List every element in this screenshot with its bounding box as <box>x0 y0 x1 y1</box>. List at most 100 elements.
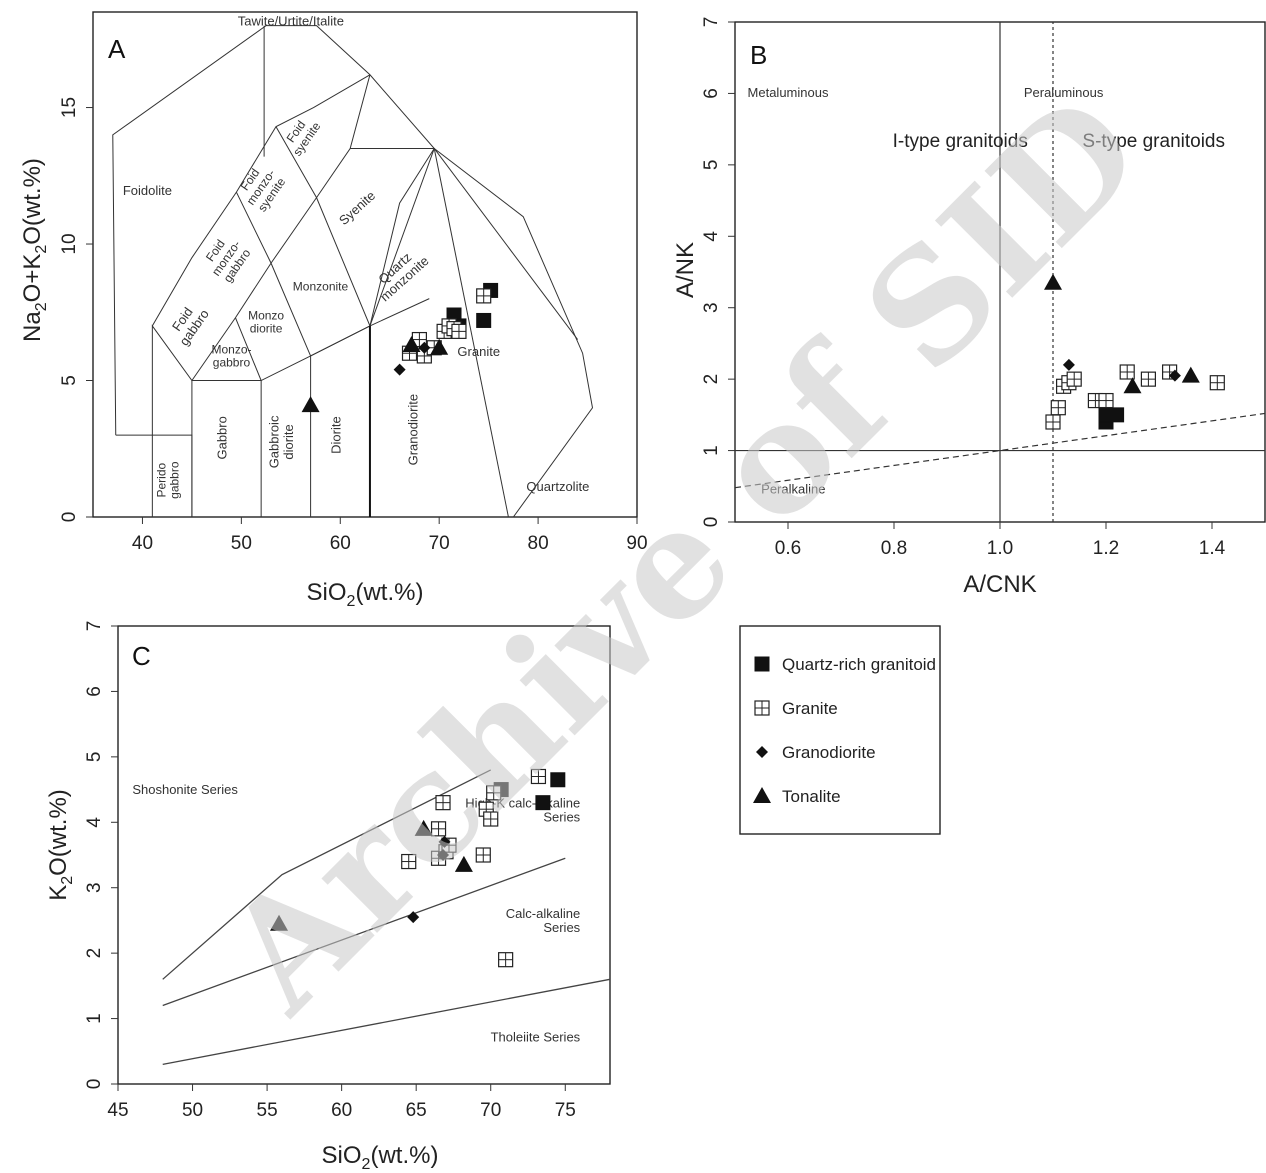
field-peridotgabbro-label: Peridogabbro <box>155 461 182 499</box>
x-tick-label-2: 55 <box>257 1100 278 1121</box>
y-tick-label-5: 5 <box>84 752 105 763</box>
granite-point-10 <box>530 768 547 785</box>
label-line: gabbro <box>168 461 182 499</box>
panel-b-letter: B <box>750 40 767 70</box>
x-tick-label-4: 65 <box>406 1100 427 1121</box>
y-tick-label-2: 2 <box>84 948 105 959</box>
granite-point-8 <box>483 811 499 827</box>
panel-a-field-labels: Tawite/Urtite/Italite Foidolite Foidsyen… <box>123 14 589 499</box>
peralkaline-label: Peralkaline <box>761 481 825 496</box>
series-boundary-1 <box>162 857 566 1007</box>
panel-b-x-axis-label: A/CNK <box>963 571 1036 598</box>
tas-boundary-6 <box>235 191 312 517</box>
tonalite-point-0 <box>301 396 320 413</box>
legend-marker-granite <box>754 700 770 716</box>
panel-c-frame <box>117 625 611 1085</box>
field-granite-label: Granite <box>457 344 500 359</box>
panel-b-boundaries <box>734 22 1266 522</box>
tonalite-point-2 <box>454 855 473 872</box>
tas-boundary-5 <box>234 317 262 517</box>
series-boundary-0 <box>162 769 492 980</box>
tonalite-point-2 <box>430 338 449 355</box>
granodiorite-point-0 <box>393 363 406 376</box>
granite-point-9 <box>486 785 502 801</box>
y-tick-label-0: 0 <box>84 1079 105 1090</box>
x-tick-label-3: 70 <box>429 533 450 554</box>
tonalite-point-0 <box>270 914 289 931</box>
panel-a-tas-diagram: A 40 50 60 70 80 90 0 5 10 15 Tawite/Urtite/Itali… <box>19 11 648 610</box>
panel-a-ticks: 40 50 60 70 80 90 0 5 10 15 <box>59 97 648 554</box>
field-diorite-label: Diorite <box>328 416 343 454</box>
x-tick-label-0: 45 <box>107 1100 128 1121</box>
y-tick-label-3: 3 <box>84 882 105 893</box>
x-tick-label-1: 0.8 <box>881 538 907 559</box>
y-tick-label-1: 1 <box>701 445 722 456</box>
granite-point-8 <box>476 288 492 304</box>
x-tick-label-1: 50 <box>182 1100 203 1121</box>
label-line: Series <box>543 920 580 935</box>
y-tick-label-2: 10 <box>59 233 80 254</box>
y-tick-label-4: 4 <box>701 231 722 242</box>
field-foid-monzosyenite-label: Foidmonzo-syenite <box>233 159 289 215</box>
granite-point-0 <box>401 853 417 870</box>
granodiorite-point-1 <box>418 341 431 354</box>
granodiorite-point-1 <box>1168 369 1181 382</box>
granite-point-1 <box>1050 400 1066 416</box>
i-type-granitoids-label: I-type granitoids <box>893 131 1028 152</box>
panel-a-x-axis-label: SiO2(wt.%) <box>307 579 424 610</box>
panel-a-letter: A <box>108 34 126 64</box>
y-tick-label-6: 6 <box>701 88 722 99</box>
granite-point-6 <box>475 847 491 863</box>
panel-c-series-labels: Shoshonite Series High-K calc-alkaline Se… <box>132 782 580 1044</box>
panel-a-frame <box>92 11 638 518</box>
x-tick-label-6: 75 <box>555 1100 576 1121</box>
panel-c-series-boundaries <box>162 769 611 1066</box>
legend-label-granite: Granite <box>782 699 838 718</box>
field-foid-monzogabbro-label: Foidmonzo-gabbro <box>198 230 254 286</box>
x-tick-label-5: 70 <box>480 1100 501 1121</box>
y-tick-label-2: 2 <box>701 374 722 385</box>
granodiorite-point-1 <box>437 849 450 861</box>
panel-a-data-points <box>301 282 499 413</box>
panel-c-data-points <box>270 768 566 968</box>
granite-point-2 <box>430 821 447 837</box>
x-tick-label-3: 60 <box>331 1100 352 1121</box>
field-monzogabbro-label: Monzo-gabbro <box>211 342 251 369</box>
granite-point-0 <box>1045 414 1061 430</box>
panel-c-y-axis-label: K2O(wt.%) <box>45 789 76 901</box>
field-monzodiorite-label: Monzo diorite <box>248 308 284 335</box>
field-quartzolite-label: Quartzolite <box>526 479 589 494</box>
y-tick-label-1: 5 <box>59 375 80 386</box>
tonalite-point-2 <box>1181 366 1200 383</box>
x-tick-label-3: 1.2 <box>1093 538 1119 559</box>
granite-point-7 <box>451 323 467 339</box>
label-line: Series <box>543 810 580 825</box>
tonalite-point-1 <box>402 336 421 353</box>
y-tick-label-0: 0 <box>701 517 722 528</box>
panel-b-ticks: 0.6 0.8 1.0 1.2 1.4 0 1 2 3 4 5 6 7 <box>701 17 1226 559</box>
tonalite-point-0 <box>1044 273 1062 290</box>
legend-marker-granodiorite <box>756 746 768 758</box>
label-line: Perido <box>155 462 169 497</box>
label-line: Monzo <box>248 308 284 322</box>
x-tick-label-0: 0.6 <box>775 538 801 559</box>
x-tick-label-4: 1.4 <box>1199 538 1226 559</box>
peraluminous-label: Peraluminous <box>1024 85 1104 100</box>
legend-label-granodiorite: Granodiorite <box>782 743 876 762</box>
y-tick-label-5: 5 <box>701 160 722 171</box>
x-tick-label-4: 80 <box>528 533 549 554</box>
x-tick-label-2: 1.0 <box>987 538 1013 559</box>
field-syenite-label: Syenite <box>336 188 378 228</box>
legend-label-quartz: Quartz-rich granitoid <box>782 655 936 674</box>
granite-point-4 <box>1066 371 1082 387</box>
granite-point-11 <box>498 952 514 968</box>
panel-b-shand-diagram: B 0.6 0.8 1.0 1.2 1.4 0 1 2 3 4 5 6 7 Metaluminous P… <box>672 17 1266 598</box>
legend: Quartz-rich granitoid Granite Granodiorite… <box>739 625 941 835</box>
y-tick-label-6: 6 <box>84 686 105 697</box>
granodiorite-point-0 <box>407 911 420 924</box>
legend-label-tonalite: Tonalite <box>782 787 841 806</box>
y-tick-label-1: 1 <box>84 1013 105 1024</box>
granite-point-1 <box>411 331 427 348</box>
